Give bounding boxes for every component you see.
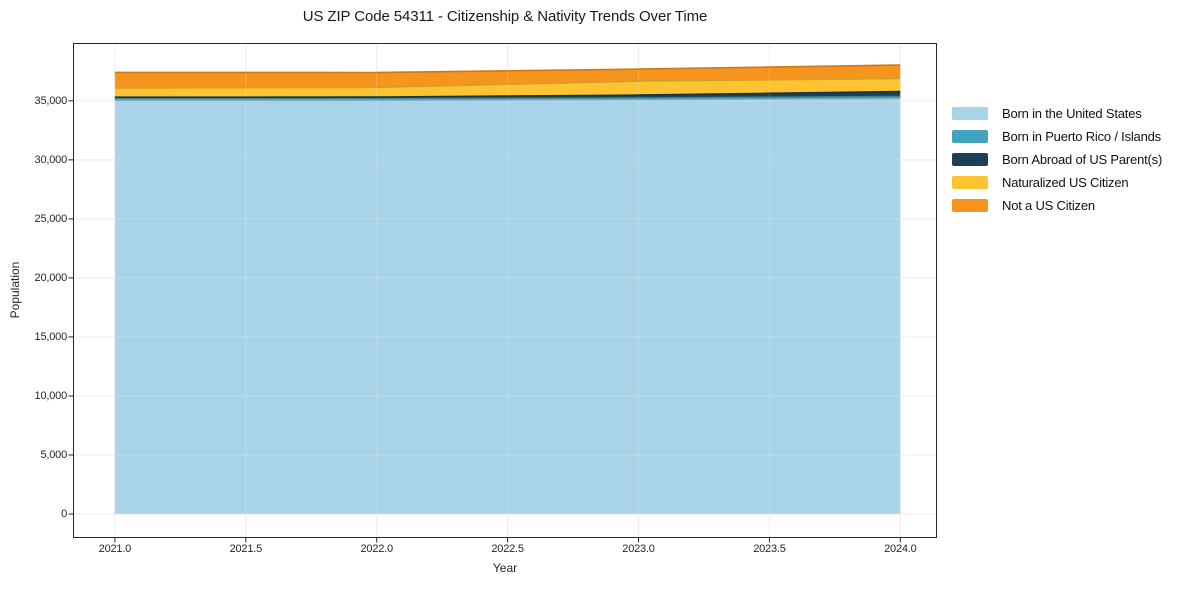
chart-title: US ZIP Code 54311 - Citizenship & Nativi… bbox=[302, 8, 708, 25]
y-tick-label: 35,000 bbox=[34, 94, 68, 107]
legend-swatch bbox=[952, 107, 988, 120]
legend-item: Not a US Citizen bbox=[952, 194, 1162, 217]
area-not-a-us-citizen bbox=[114, 65, 901, 88]
legend-item: Born in the United States bbox=[952, 102, 1162, 125]
area-naturalized-us-citizen bbox=[114, 78, 901, 98]
x-tick-label: 2021.0 bbox=[98, 543, 132, 555]
y-tick-label: 5,000 bbox=[40, 449, 67, 461]
legend-swatch bbox=[952, 153, 988, 166]
legend-item: Born in Puerto Rico / Islands bbox=[952, 125, 1162, 148]
y-tick-label: 25,000 bbox=[34, 212, 68, 225]
area-edge bbox=[114, 64, 901, 74]
area-edge bbox=[114, 90, 901, 98]
area-edge bbox=[114, 95, 901, 100]
y-tick-label: 15,000 bbox=[34, 330, 68, 343]
y-tick-label: 20,000 bbox=[34, 271, 68, 284]
y-tick-label: 10,000 bbox=[34, 389, 68, 402]
x-tick-label: 2023.5 bbox=[753, 543, 786, 555]
legend-swatch bbox=[952, 130, 988, 143]
area-born-in-the-united-states bbox=[114, 98, 901, 514]
y-axis-label: Population bbox=[8, 261, 22, 319]
legend-item: Born Abroad of US Parent(s) bbox=[952, 148, 1162, 171]
legend-item: Naturalized US Citizen bbox=[952, 171, 1162, 194]
y-tick-label: 30,000 bbox=[34, 153, 68, 166]
legend-swatch bbox=[952, 199, 988, 212]
x-tick-label: 2022.0 bbox=[360, 543, 393, 555]
legend-label: Born in Puerto Rico / Islands bbox=[1002, 129, 1161, 144]
x-tick-label: 2023.0 bbox=[622, 543, 655, 555]
legend-label: Naturalized US Citizen bbox=[1002, 175, 1129, 190]
area-edge bbox=[114, 77, 901, 89]
legend-label: Born Abroad of US Parent(s) bbox=[1002, 152, 1163, 167]
legend-swatch bbox=[952, 176, 988, 189]
legend-label: Born in the United States bbox=[1002, 106, 1142, 121]
x-tick-label: 2024.0 bbox=[884, 543, 917, 555]
x-tick-label: 2022.5 bbox=[491, 543, 524, 555]
plot-frame bbox=[73, 43, 937, 538]
x-axis-label: Year bbox=[492, 561, 518, 575]
area-born-abroad-of-us-parent-s- bbox=[114, 91, 901, 99]
y-tick-label: 0 bbox=[61, 508, 67, 521]
x-tick-label: 2021.5 bbox=[229, 543, 263, 555]
area-edge bbox=[114, 97, 901, 102]
legend: Born in the United States Born in Puerto … bbox=[952, 102, 1162, 217]
legend-label: Not a US Citizen bbox=[1002, 198, 1095, 213]
